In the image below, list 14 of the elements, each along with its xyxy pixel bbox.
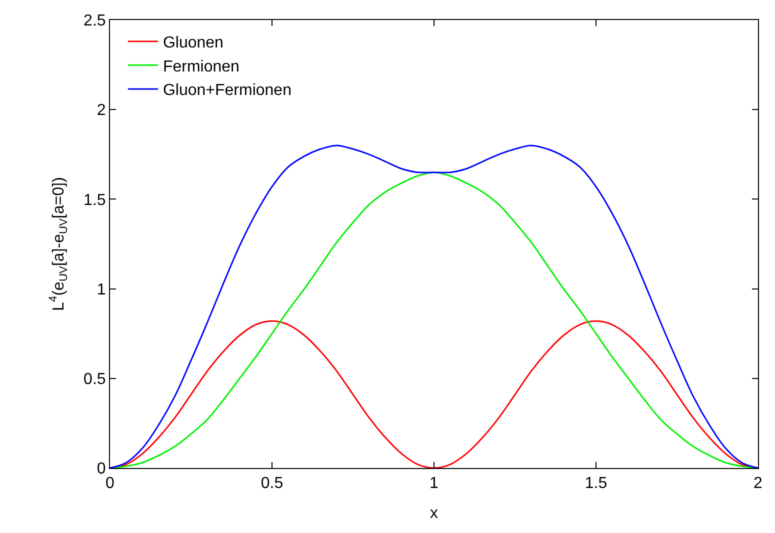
legend-label: Gluon+Fermionen (162, 82, 292, 100)
y-tick-label: 2.5 (84, 12, 106, 30)
y-tick-label: 2 (96, 102, 106, 120)
y-tick-label: 1.5 (84, 192, 106, 209)
y-tick-label: 1 (96, 281, 106, 298)
x-tick-label: 1.5 (584, 475, 608, 492)
legend-label: Fermionen (162, 58, 240, 76)
legend-label: Gluonen (162, 34, 224, 52)
x-tick-label: 1 (430, 475, 439, 492)
x-tick-label: 2 (754, 475, 763, 492)
y-tick-label: 0 (96, 460, 106, 478)
y-tick-label: 0.5 (84, 371, 106, 388)
x-axis-title: x (430, 504, 438, 522)
x-tick-label: 0.5 (260, 475, 284, 492)
